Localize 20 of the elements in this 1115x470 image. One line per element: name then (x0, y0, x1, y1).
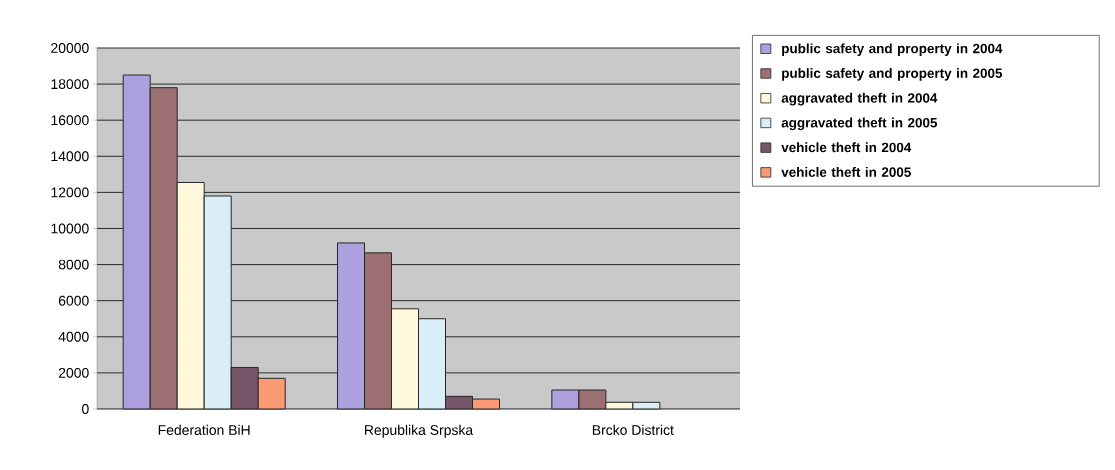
y-tick-label: 18000 (51, 79, 89, 90)
legend-label: aggravated theft in 2005 (781, 117, 938, 131)
y-tick-label: 14000 (51, 151, 89, 162)
legend-label: vehicle theft in 2004 (781, 142, 912, 153)
y-tick-label: 20000 (51, 43, 89, 53)
y-tick-label: 4000 (58, 331, 89, 342)
x-tick-label: Republika Srpska (364, 424, 474, 438)
y-tick-label: 16000 (51, 115, 89, 126)
y-tick-label: 8000 (58, 259, 89, 270)
legend-label: vehicle theft in 2005 (781, 167, 911, 177)
legend-label: aggravated theft in 2004 (781, 92, 938, 106)
y-tick-label: 0 (82, 404, 89, 414)
y-tick-label: 2000 (58, 367, 89, 378)
x-tick-label: Federation BiH (158, 424, 250, 435)
y-tick-label: 10000 (51, 223, 89, 234)
y-tick-label: 6000 (58, 295, 89, 306)
x-tick-label: Brcko District (592, 424, 674, 435)
legend-label: public safety and property in 2005 (782, 68, 1003, 81)
y-tick-label: 12000 (51, 187, 89, 198)
legend-label: public safety and property in 2004 (782, 43, 1003, 56)
